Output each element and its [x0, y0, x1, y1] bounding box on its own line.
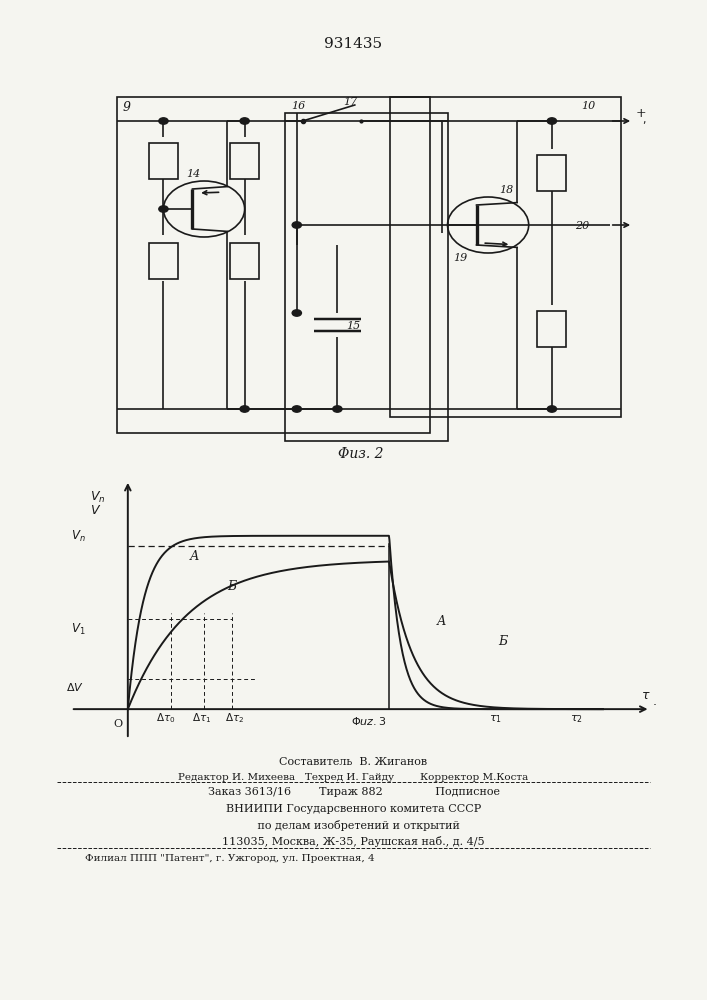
Text: Φиз. 2: Φиз. 2: [338, 447, 383, 461]
Text: $\Delta\tau_0$: $\Delta\tau_0$: [156, 711, 176, 725]
Text: $V_n$: $V_n$: [90, 490, 105, 505]
Circle shape: [292, 222, 301, 228]
Text: $\tau$: $\tau$: [641, 689, 650, 702]
Text: 18: 18: [500, 185, 514, 195]
Bar: [285, 113, 448, 441]
Text: Б: Б: [228, 580, 237, 593]
Text: $\Phi u z. 3$: $\Phi u z. 3$: [351, 715, 387, 727]
Text: $\tau_2$: $\tau_2$: [570, 713, 583, 725]
Text: Б: Б: [498, 635, 508, 648]
Bar: [390, 97, 621, 417]
Bar: [537, 311, 566, 347]
Text: 14: 14: [187, 169, 201, 179]
Circle shape: [292, 310, 301, 316]
Text: ВНИИПИ Государсвенного комитета СССР: ВНИИПИ Государсвенного комитета СССР: [226, 804, 481, 814]
Text: Филиал ППП "Патент", г. Ужгород, ул. Проектная, 4: Филиал ППП "Патент", г. Ужгород, ул. Про…: [85, 854, 375, 863]
Text: 20: 20: [575, 221, 590, 231]
Text: $V_n$: $V_n$: [71, 529, 86, 544]
Circle shape: [547, 118, 556, 124]
Bar: [149, 143, 178, 179]
Text: 931435: 931435: [325, 37, 382, 51]
Circle shape: [159, 118, 168, 124]
Text: .: .: [653, 695, 657, 708]
Text: 9: 9: [123, 101, 131, 114]
Bar: [230, 243, 259, 279]
Circle shape: [159, 206, 168, 212]
Text: 15: 15: [346, 321, 361, 331]
Bar: [117, 97, 430, 433]
Text: по делам изобретений и открытий: по делам изобретений и открытий: [247, 820, 460, 831]
Text: $\Delta V$: $\Delta V$: [66, 681, 84, 693]
Bar: [149, 243, 178, 279]
Circle shape: [333, 406, 342, 412]
Text: 113035, Москва, Ж-35, Раушская наб., д. 4/5: 113035, Москва, Ж-35, Раушская наб., д. …: [222, 836, 485, 847]
Text: Редактор И. Михеева   Техред И. Гайду        Корректор М.Коста: Редактор И. Михеева Техред И. Гайду Корр…: [178, 773, 529, 782]
Text: $\Delta\tau_1$: $\Delta\tau_1$: [192, 711, 211, 725]
Text: $V$: $V$: [90, 504, 101, 517]
Text: Заказ 3613/16        Тираж 882               Подписное: Заказ 3613/16 Тираж 882 Подписное: [207, 787, 500, 797]
Text: +: +: [636, 107, 647, 120]
Circle shape: [547, 406, 556, 412]
Text: 19: 19: [453, 253, 467, 263]
Text: А: А: [437, 615, 446, 628]
Text: 17: 17: [343, 97, 358, 107]
Circle shape: [292, 406, 301, 412]
Text: Составитель  В. Жиганов: Составитель В. Жиганов: [279, 757, 428, 767]
Text: ,: ,: [642, 115, 645, 125]
Circle shape: [240, 406, 250, 412]
Text: $\Delta\tau_2$: $\Delta\tau_2$: [226, 711, 245, 725]
Bar: [537, 155, 566, 191]
Text: O: O: [114, 719, 123, 729]
Bar: [230, 143, 259, 179]
Text: $\tau_1$: $\tau_1$: [489, 713, 502, 725]
Text: 10: 10: [581, 101, 595, 111]
Text: $V_1$: $V_1$: [71, 621, 86, 637]
Text: А: А: [189, 550, 199, 563]
Circle shape: [240, 118, 250, 124]
Text: 16: 16: [291, 101, 305, 111]
